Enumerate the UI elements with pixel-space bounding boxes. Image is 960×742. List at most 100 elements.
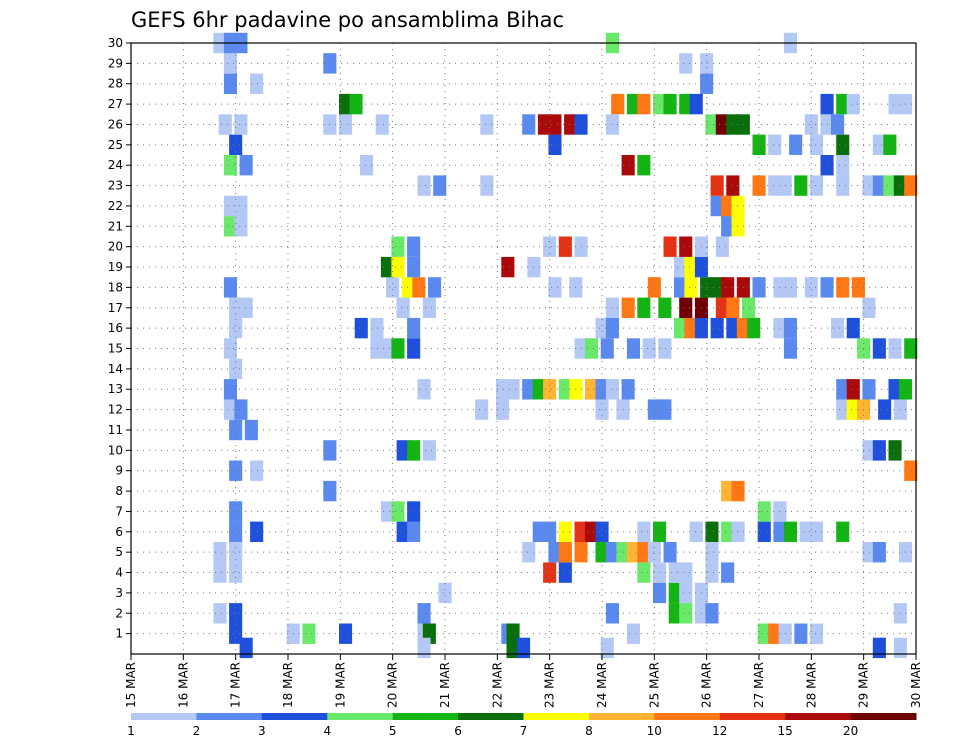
heatmap-cell	[721, 562, 735, 583]
heatmap-cell	[626, 542, 640, 563]
y-tick-label: 17	[108, 301, 123, 315]
heatmap-cell	[223, 277, 237, 298]
heatmap-cell	[715, 114, 729, 135]
y-tick-label: 24	[108, 158, 123, 172]
heatmap-cell	[836, 379, 850, 400]
y-axis-ticks: 1234567891011121314151617181920212223242…	[108, 36, 131, 641]
heatmap-cell	[543, 236, 557, 257]
heatmap-cell	[401, 277, 415, 298]
colorbar-label: 6	[454, 724, 462, 738]
heatmap-cell	[396, 297, 410, 318]
heatmap-cell	[752, 134, 766, 155]
heatmap-cell	[417, 603, 431, 624]
y-tick-label: 5	[115, 545, 123, 559]
heatmap-cell	[888, 379, 902, 400]
heatmap-cell	[213, 542, 227, 563]
heatmap-cell	[721, 195, 735, 217]
heatmap-cell	[422, 297, 436, 318]
heatmap-cell	[223, 195, 237, 217]
heatmap-cell	[223, 155, 237, 176]
heatmap-cell	[715, 297, 729, 318]
heatmap-cell	[213, 603, 227, 624]
heatmap-cell	[726, 297, 740, 318]
heatmap-cell	[731, 195, 745, 217]
heatmap-cell	[558, 521, 572, 542]
heatmap-cell	[218, 114, 232, 135]
x-tick-label: 29 MAR	[857, 662, 871, 708]
colorbar-swatch	[654, 713, 721, 720]
heatmap-cell	[605, 542, 619, 563]
y-tick-label: 20	[108, 240, 123, 254]
heatmap-cell	[731, 521, 745, 542]
x-tick-label: 21 MAR	[438, 662, 452, 708]
y-tick-label: 3	[115, 586, 123, 600]
heatmap-cell	[757, 501, 771, 522]
heatmap-cell	[721, 216, 735, 237]
heatmap-cell	[234, 216, 248, 237]
heatmap-cell	[836, 155, 850, 176]
heatmap-cell	[496, 379, 510, 400]
colorbar-swatch	[261, 713, 328, 720]
heatmap-cell	[862, 379, 876, 400]
heatmap-cell	[475, 399, 489, 420]
heatmap-cell	[862, 175, 876, 196]
heatmap-cell	[705, 562, 719, 583]
heatmap-cell	[710, 175, 724, 196]
heatmap-cell	[731, 480, 745, 502]
colorbar-label: 12	[712, 724, 727, 738]
heatmap-cell	[883, 134, 897, 155]
heatmap-cell	[715, 236, 729, 257]
heatmap-cell	[705, 521, 719, 542]
y-tick-label: 9	[115, 464, 123, 478]
y-tick-label: 28	[108, 77, 123, 91]
heatmap-cell	[564, 114, 578, 135]
heatmap-cell	[522, 114, 536, 135]
heatmap-cell	[250, 460, 264, 481]
heatmap-cell	[768, 623, 782, 644]
colorbar-swatch	[392, 713, 459, 720]
heatmap-cell	[831, 114, 845, 135]
heatmap-cell	[851, 277, 865, 298]
x-tick-label: 27 MAR	[752, 662, 766, 708]
heatmap-cell	[605, 317, 619, 339]
heatmap-cell	[616, 542, 630, 563]
x-axis-ticks: 15 MAR 16 MAR 17 MAR 18 MAR 19 MAR 20 MAR 21 M…	[124, 654, 923, 708]
heatmap-cell	[229, 460, 243, 481]
heatmap-cell	[705, 114, 719, 135]
y-tick-label: 26	[108, 117, 123, 131]
y-tick-label: 1	[115, 627, 123, 641]
heatmap-cell	[637, 521, 651, 542]
x-tick-label: 19 MAR	[333, 662, 347, 708]
y-tick-label: 15	[108, 342, 123, 356]
heatmap-cell	[783, 317, 797, 339]
heatmap-cell	[862, 297, 876, 318]
colorbar-label: 7	[520, 724, 528, 738]
heatmap-cell	[872, 542, 886, 563]
heatmap-cell	[543, 379, 557, 400]
x-tick-label: 20 MAR	[386, 662, 400, 708]
heatmap-cell	[679, 93, 693, 115]
heatmap-cell	[700, 53, 714, 74]
heatmap-cell	[705, 603, 719, 624]
heatmap-cell	[752, 277, 766, 298]
heatmap-cell	[239, 155, 253, 176]
heatmap-cell	[375, 114, 389, 135]
heatmap-cell	[637, 297, 651, 318]
heatmap-cell	[339, 114, 353, 135]
heatmap-cell	[585, 379, 599, 400]
colorbar-swatch	[327, 713, 394, 720]
heatmap-cell	[679, 236, 693, 257]
heatmap-cell	[883, 175, 897, 196]
heatmap-cell	[213, 562, 227, 583]
heatmap-cell	[223, 399, 237, 420]
y-tick-label: 21	[108, 219, 123, 233]
heatmap-cell	[742, 297, 756, 318]
colorbar-label: 20	[843, 724, 858, 738]
colorbar-swatch	[719, 713, 786, 720]
heatmap-cell	[757, 623, 771, 644]
heatmap-cell	[846, 317, 860, 339]
heatmap-cell	[480, 114, 494, 135]
heatmap-cell	[700, 277, 714, 298]
heatmap-cell	[904, 338, 918, 359]
heatmap-cell	[904, 175, 918, 196]
